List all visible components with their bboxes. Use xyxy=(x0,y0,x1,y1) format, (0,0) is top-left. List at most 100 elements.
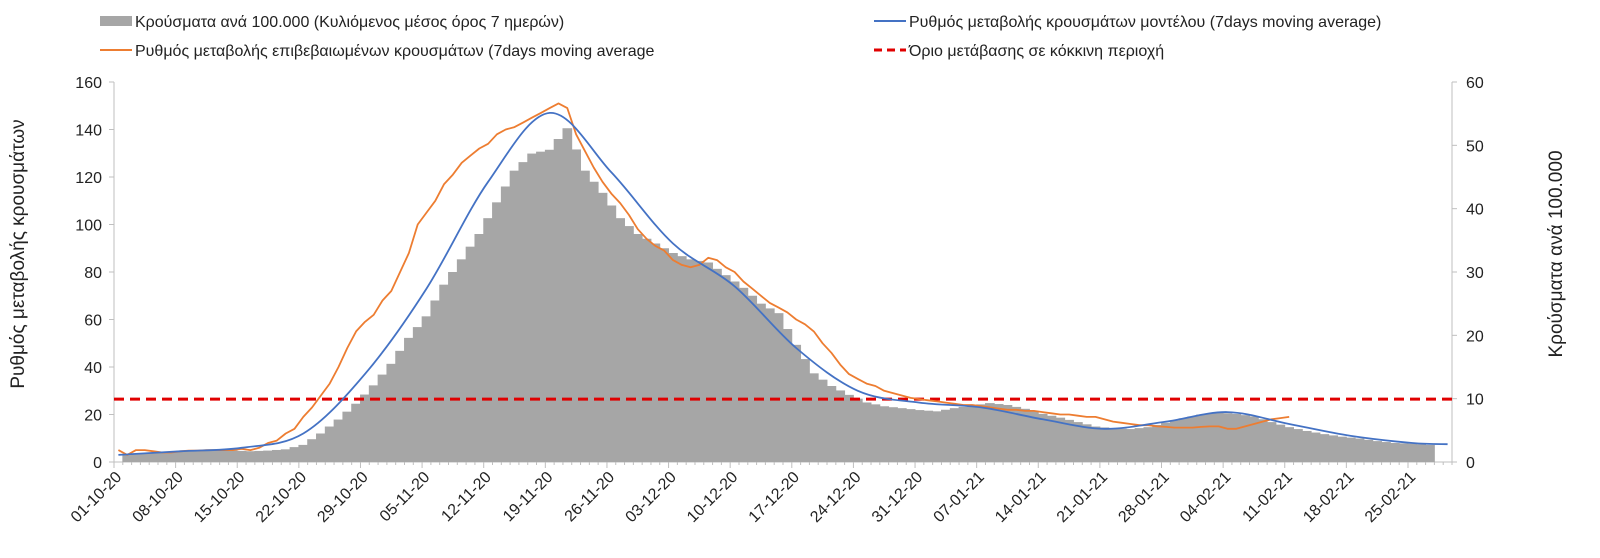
legend: Κρούσματα ανά 100.000 (Κυλιόμενος μέσος … xyxy=(100,14,1381,60)
bar xyxy=(1231,413,1242,462)
bar xyxy=(791,344,802,462)
bar xyxy=(632,234,643,462)
bar xyxy=(465,246,476,462)
bar xyxy=(1266,422,1277,462)
left-tick-label: 40 xyxy=(84,360,102,377)
bar xyxy=(509,170,520,462)
bar xyxy=(183,451,194,462)
bar xyxy=(571,149,581,462)
bar xyxy=(1002,405,1013,462)
bar xyxy=(157,452,168,462)
bar xyxy=(342,411,353,462)
bar xyxy=(1319,434,1330,462)
bar xyxy=(1284,427,1294,462)
bar xyxy=(377,374,388,462)
bar xyxy=(1354,438,1365,462)
right-axis-title: Κρούσματα ανά 100.000 xyxy=(1546,150,1567,357)
bar xyxy=(932,411,942,462)
bar xyxy=(500,186,511,462)
bar xyxy=(870,404,881,462)
bar xyxy=(650,243,661,462)
left-tick-label: 140 xyxy=(75,123,102,140)
bar xyxy=(1125,429,1136,462)
bar xyxy=(289,447,300,462)
bar xyxy=(1161,422,1171,462)
x-tick-label: 29-10-20 xyxy=(314,469,371,526)
bar xyxy=(1345,437,1356,462)
bar xyxy=(826,386,837,462)
right-tick-label: 60 xyxy=(1466,75,1484,92)
bar xyxy=(1020,408,1030,462)
bar xyxy=(1196,414,1206,462)
left-tick-label: 120 xyxy=(75,170,102,187)
x-tick-label: 08-10-20 xyxy=(130,469,187,526)
bar xyxy=(236,450,247,462)
x-tick-label: 01-10-20 xyxy=(68,469,125,526)
right-tick-label: 50 xyxy=(1466,138,1484,155)
bar xyxy=(800,359,810,462)
right-tick-label: 0 xyxy=(1466,455,1475,472)
right-tick-label: 20 xyxy=(1466,328,1484,345)
legend-label-confirmed: Ρυθμός μεταβολής επιβεβαιωμένων κρουσμάτ… xyxy=(135,43,655,60)
bar xyxy=(131,454,141,462)
bar xyxy=(254,450,265,462)
bar xyxy=(1037,413,1048,462)
bar xyxy=(976,404,986,462)
x-tick-label: 24-12-20 xyxy=(807,469,864,526)
bar xyxy=(764,308,775,462)
bar xyxy=(1090,426,1101,462)
bar xyxy=(1055,417,1066,462)
left-tick-label: 20 xyxy=(84,408,102,425)
bar xyxy=(993,404,1004,462)
bar xyxy=(474,234,485,462)
bar xyxy=(597,192,608,463)
bar xyxy=(641,238,652,462)
bar xyxy=(1389,443,1400,462)
bar xyxy=(1117,428,1127,462)
bar xyxy=(588,181,599,462)
bar xyxy=(852,398,863,462)
bar xyxy=(1187,416,1198,462)
bar xyxy=(985,403,995,462)
bar xyxy=(747,295,758,462)
bar xyxy=(148,453,159,462)
bar xyxy=(861,402,872,462)
bar xyxy=(606,205,617,462)
bar xyxy=(456,259,467,462)
bar xyxy=(958,406,969,462)
left-axis-title: Ρυθμός μεταβολής κρουσμάτων xyxy=(8,119,29,388)
x-tick-label: 19-11-20 xyxy=(500,469,557,526)
bar xyxy=(1046,415,1057,462)
legend-swatch-bars xyxy=(100,16,132,26)
bar xyxy=(720,275,731,462)
bar xyxy=(139,453,150,462)
bar xyxy=(879,406,890,462)
bar xyxy=(1363,439,1374,462)
bar xyxy=(668,253,678,462)
bar xyxy=(685,259,696,462)
bar xyxy=(1205,413,1215,462)
bar xyxy=(703,262,714,462)
bar xyxy=(122,455,133,462)
right-tick-label: 30 xyxy=(1466,265,1484,282)
bar xyxy=(1372,441,1383,462)
bar xyxy=(738,287,749,462)
bar xyxy=(492,202,502,463)
x-tick-label: 18-02-21 xyxy=(1300,469,1357,526)
x-tick-label: 15-10-20 xyxy=(191,469,248,526)
bar xyxy=(439,284,449,462)
bar xyxy=(624,226,634,462)
bar xyxy=(896,408,907,462)
x-tick-label: 14-01-21 xyxy=(992,469,1049,526)
bar xyxy=(1257,419,1268,462)
bar xyxy=(844,394,854,462)
bar xyxy=(536,151,546,462)
bar xyxy=(773,313,784,462)
bar xyxy=(1222,413,1233,462)
bar xyxy=(1108,428,1118,462)
bar xyxy=(756,303,766,462)
bar xyxy=(430,300,441,462)
right-tick-label: 10 xyxy=(1466,392,1484,409)
bar xyxy=(782,329,793,462)
bar xyxy=(712,268,722,462)
